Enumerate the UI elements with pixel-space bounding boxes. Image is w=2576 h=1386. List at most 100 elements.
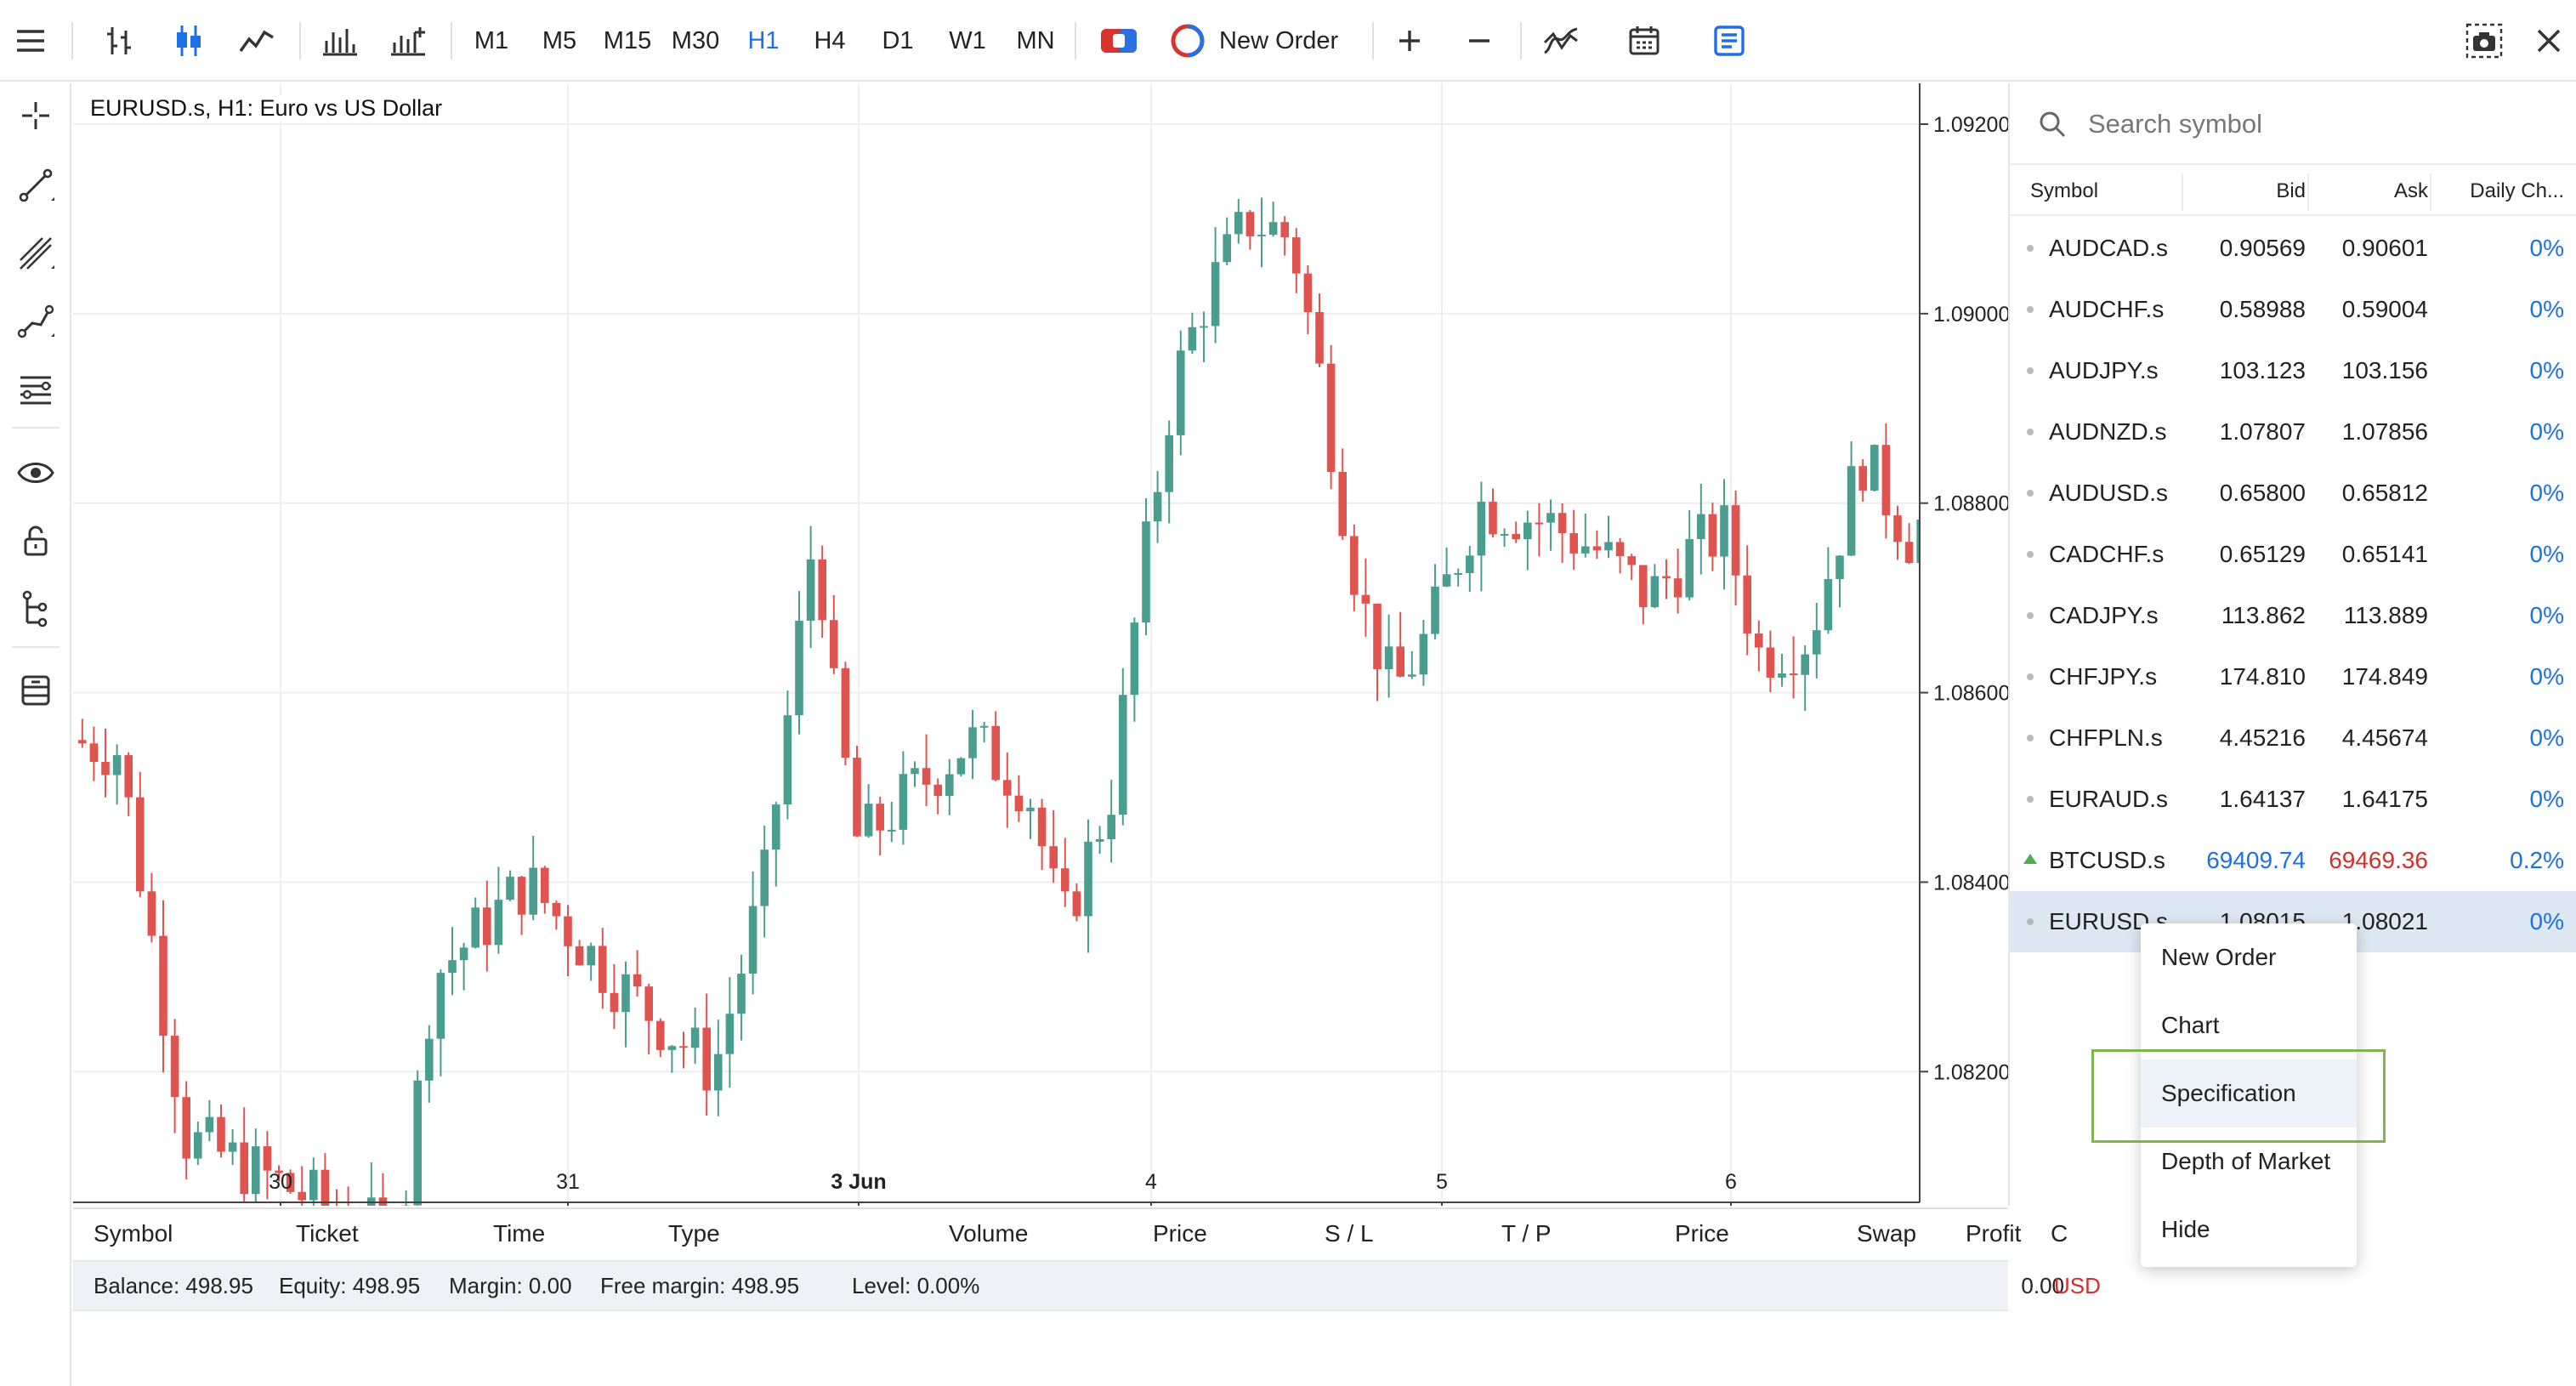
candle-body bbox=[818, 559, 826, 621]
one-click-trading-icon[interactable] bbox=[1097, 0, 1141, 82]
menu-item-depth-of-market[interactable]: Depth of Market bbox=[2161, 1148, 2331, 1174]
trend-line-icon[interactable] bbox=[9, 158, 63, 213]
quote-row[interactable]: CADCHF.s 0.65129 0.65141 0% bbox=[2010, 524, 2576, 585]
quote-row[interactable]: AUDJPY.s 103.123 103.156 0% bbox=[2010, 340, 2576, 401]
fibonacci-icon[interactable] bbox=[9, 362, 63, 417]
quote-row[interactable]: AUDCHF.s 0.58988 0.59004 0% bbox=[2010, 279, 2576, 340]
price-chart[interactable]: 1.09200 1.09000 1.08800 1.08600 1.08400 1.082… bbox=[73, 83, 2008, 1206]
timeframe-m1[interactable]: M1 bbox=[474, 27, 509, 54]
close-icon[interactable] bbox=[2525, 0, 2573, 82]
timeframe-d1[interactable]: D1 bbox=[882, 27, 914, 54]
zoom-out-icon[interactable] bbox=[1454, 0, 1505, 82]
candle-body bbox=[1014, 795, 1024, 812]
candle-body bbox=[1130, 622, 1139, 696]
candle-body bbox=[1442, 574, 1451, 587]
quote-ask: 1.64175 bbox=[2341, 786, 2428, 812]
order-book-icon[interactable] bbox=[1704, 0, 1755, 82]
candle-body bbox=[89, 743, 99, 763]
header-daily-change[interactable]: Daily Ch... bbox=[2470, 179, 2564, 202]
timeframe-mn[interactable]: MN bbox=[1016, 27, 1055, 54]
trade-header-current-price[interactable]: Price bbox=[1675, 1220, 1729, 1247]
header-bid[interactable]: Bid bbox=[2276, 179, 2306, 202]
date-label: 5 bbox=[1436, 1170, 1448, 1194]
header-symbol[interactable]: Symbol bbox=[2030, 179, 2099, 202]
trade-header-symbol[interactable]: Symbol bbox=[94, 1220, 173, 1247]
bar-chart-type-icon[interactable] bbox=[94, 0, 145, 82]
trade-header-sl[interactable]: S / L bbox=[1325, 1220, 1374, 1247]
candle-body bbox=[1685, 538, 1694, 598]
timeframe-w1[interactable]: W1 bbox=[949, 27, 986, 54]
indicators-icon[interactable] bbox=[1535, 0, 1586, 82]
object-tree-icon[interactable] bbox=[9, 582, 63, 636]
menu-item-hide[interactable]: Hide bbox=[2161, 1216, 2210, 1242]
trade-header-profit[interactable]: Profit bbox=[1966, 1220, 2022, 1247]
quote-row[interactable]: CADJPY.s 113.862 113.889 0% bbox=[2010, 585, 2576, 646]
quote-ask: 4.45674 bbox=[2341, 724, 2428, 751]
candle-body bbox=[853, 758, 861, 837]
volume-icon[interactable] bbox=[315, 0, 366, 82]
layers-icon[interactable] bbox=[9, 663, 63, 718]
candle-body bbox=[1268, 222, 1278, 235]
candle-body bbox=[1639, 565, 1648, 608]
toolbar-divider bbox=[1372, 22, 1374, 60]
quote-row[interactable]: EURAUD.s 1.64137 1.64175 0% bbox=[2010, 769, 2576, 830]
candle-body bbox=[1708, 514, 1717, 557]
candle-body bbox=[1245, 212, 1255, 236]
tick-volume-icon[interactable] bbox=[383, 0, 434, 82]
candle-body bbox=[112, 755, 122, 775]
candlestick-chart[interactable]: 1.09200 1.09000 1.08800 1.08600 1.08400 1.082… bbox=[73, 83, 2008, 1206]
candle-body bbox=[1292, 237, 1301, 274]
candle-body bbox=[1119, 695, 1127, 815]
trade-header-swap[interactable]: Swap bbox=[1857, 1220, 1917, 1247]
polyline-icon[interactable] bbox=[9, 294, 63, 349]
quote-symbol: AUDCAD.s bbox=[2049, 235, 2169, 261]
quote-ask: 174.849 bbox=[2341, 663, 2428, 690]
quote-symbol: BTCUSD.s bbox=[2049, 847, 2165, 873]
quote-row[interactable]: BTCUSD.s 69409.74 69469.36 0.2% bbox=[2010, 830, 2576, 891]
candlestick-chart-type-icon[interactable] bbox=[163, 0, 214, 82]
trade-header-price[interactable]: Price bbox=[1153, 1220, 1207, 1247]
trade-header-time[interactable]: Time bbox=[493, 1220, 546, 1247]
menu-icon[interactable] bbox=[5, 0, 56, 82]
timeframe-m15[interactable]: M15 bbox=[603, 27, 652, 54]
candle-body bbox=[517, 877, 526, 915]
line-chart-type-icon[interactable] bbox=[231, 0, 282, 82]
menu-item-new-order[interactable]: New Order bbox=[2161, 944, 2277, 970]
menu-item-specification[interactable]: Specification bbox=[2141, 1059, 2357, 1128]
menu-item-chart[interactable]: Chart bbox=[2161, 1012, 2220, 1038]
zoom-in-icon[interactable] bbox=[1384, 0, 1435, 82]
new-order-button[interactable]: New Order bbox=[1170, 0, 1352, 82]
candle-body bbox=[1904, 542, 1914, 564]
quote-daily-change: 0.2% bbox=[2510, 847, 2564, 873]
quotes-header: Symbol Bid Ask Daily Ch... bbox=[2010, 167, 2576, 216]
candles bbox=[78, 197, 1972, 1206]
quote-row[interactable]: AUDUSD.s 0.65800 0.65812 0% bbox=[2010, 463, 2576, 524]
quote-row[interactable]: CHFPLN.s 4.45216 4.45674 0% bbox=[2010, 707, 2576, 769]
candle-body bbox=[1697, 514, 1705, 539]
timeframe-h1[interactable]: H1 bbox=[747, 27, 780, 54]
candle-body bbox=[922, 768, 931, 785]
quote-row[interactable]: AUDCAD.s 0.90569 0.90601 0% bbox=[2010, 218, 2576, 279]
timeframe-m5[interactable]: M5 bbox=[542, 27, 577, 54]
calendar-icon[interactable] bbox=[1619, 0, 1670, 82]
screenshot-icon[interactable] bbox=[2459, 0, 2510, 82]
quote-row[interactable]: AUDNZD.s 1.07807 1.07856 0% bbox=[2010, 401, 2576, 463]
trade-header-ticket[interactable]: Ticket bbox=[296, 1220, 359, 1247]
crosshair-icon[interactable] bbox=[9, 88, 63, 143]
timeframe-m30[interactable]: M30 bbox=[671, 27, 720, 54]
trade-header-volume[interactable]: Volume bbox=[949, 1220, 1029, 1247]
timeframe-h4[interactable]: H4 bbox=[814, 27, 846, 54]
trade-header-type[interactable]: Type bbox=[668, 1220, 720, 1247]
candle-body bbox=[1072, 891, 1081, 917]
quote-row[interactable]: CHFJPY.s 174.810 174.849 0% bbox=[2010, 646, 2576, 707]
lock-icon[interactable] bbox=[9, 514, 63, 568]
channel-icon[interactable] bbox=[9, 226, 63, 281]
trade-header-tp[interactable]: T / P bbox=[1501, 1220, 1552, 1247]
search-input[interactable] bbox=[2088, 104, 2547, 145]
trade-header-comment[interactable]: C bbox=[2051, 1220, 2068, 1247]
eye-icon[interactable] bbox=[9, 446, 63, 500]
header-ask[interactable]: Ask bbox=[2393, 179, 2428, 202]
drawing-tools-sidebar bbox=[0, 83, 71, 1386]
candle-body bbox=[471, 907, 479, 948]
candle-body bbox=[1431, 586, 1439, 634]
